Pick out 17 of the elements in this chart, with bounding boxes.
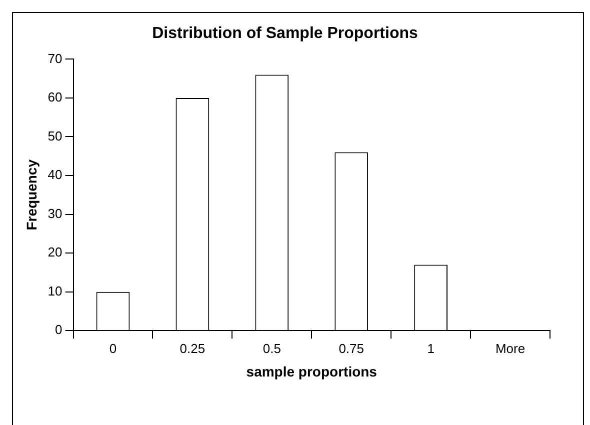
- chart-title: Distribution of Sample Proportions: [152, 25, 418, 42]
- x-tick-label: 1: [427, 340, 434, 356]
- y-tick-label: 70: [48, 50, 62, 66]
- y-axis-title: Frequency: [23, 159, 40, 230]
- y-tick-label: 20: [48, 244, 62, 260]
- x-axis-title: sample proportions: [246, 363, 378, 380]
- y-tick-label: 40: [48, 167, 62, 182]
- y-tick-label: 0: [55, 322, 62, 338]
- x-tick-label: 0: [109, 340, 117, 356]
- x-tick-label: 0.75: [338, 340, 364, 356]
- x-tick-label: 0.25: [180, 340, 206, 356]
- y-tick-label: 10: [48, 283, 62, 298]
- y-tick-label: 30: [48, 206, 62, 221]
- y-tick-label: 50: [48, 128, 62, 144]
- x-tick-label: 0.5: [262, 340, 281, 356]
- y-tick-label: 60: [48, 90, 62, 105]
- x-tick-label: More: [495, 340, 526, 356]
